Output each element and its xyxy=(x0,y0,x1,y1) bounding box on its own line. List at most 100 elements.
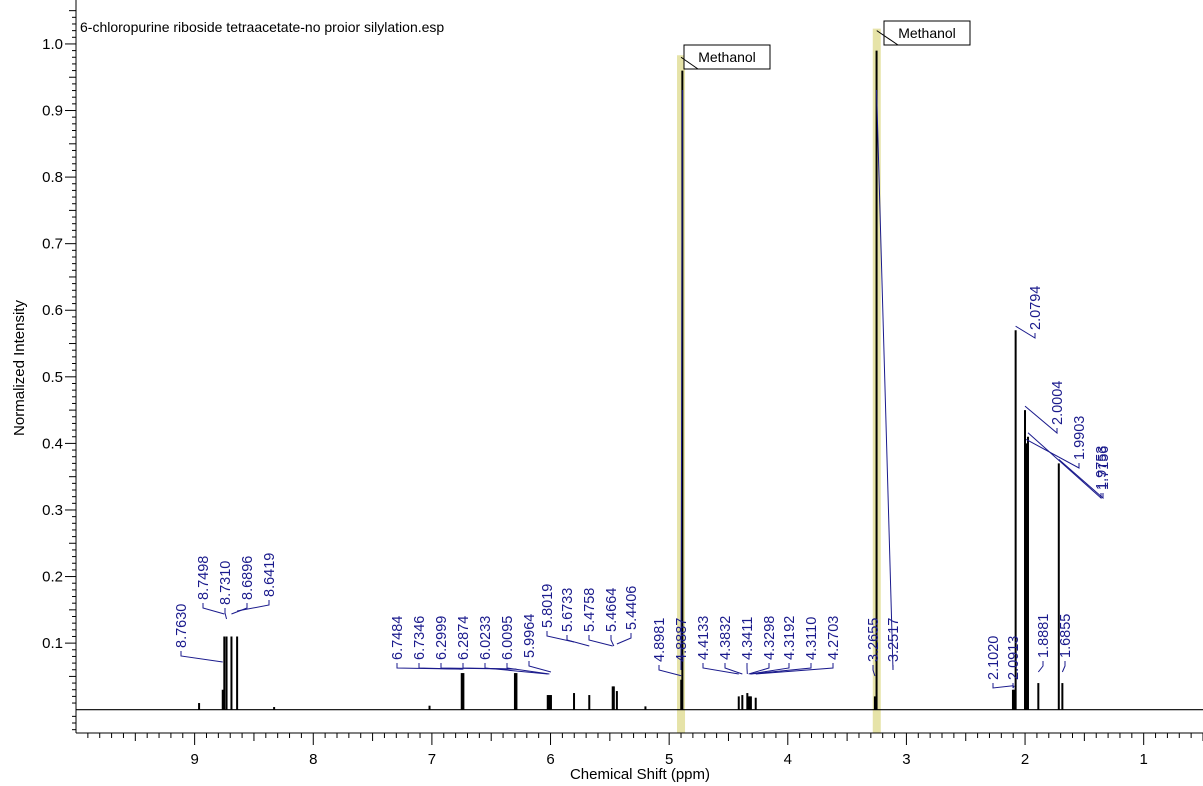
y-tick-label: 0.9 xyxy=(42,103,63,120)
peak-label: 1.7156 xyxy=(1096,446,1112,490)
x-tick-label: 4 xyxy=(784,751,792,768)
peak-label: 6.0095 xyxy=(500,616,516,660)
peak-label-leader xyxy=(658,665,682,677)
y-tick-label: 0.8 xyxy=(42,169,63,186)
peak-label: 3.2655 xyxy=(866,618,882,662)
peak-label: 8.7498 xyxy=(196,556,212,600)
solvent-label-leader xyxy=(680,56,699,70)
peak-label: 3.2517 xyxy=(886,618,902,662)
peak-label: 4.3298 xyxy=(762,616,778,660)
peak-label-leader xyxy=(755,663,834,675)
peak-label-leader xyxy=(1027,432,1102,500)
peak-label: 4.3110 xyxy=(804,617,820,660)
peak-label-leader xyxy=(750,663,812,675)
x-tick-label: 7 xyxy=(428,751,436,768)
peak-label-leader xyxy=(1037,661,1044,673)
peak-label: 8.6419 xyxy=(262,553,278,597)
peak-label-leader xyxy=(1058,458,1104,500)
solvent-annotations: Methanol Methanol xyxy=(680,20,971,70)
x-tick-label: 9 xyxy=(190,751,198,768)
peak-label: 5.6733 xyxy=(560,588,576,632)
x-tick-label: 2 xyxy=(1021,751,1029,768)
y-tick-label: 0.3 xyxy=(42,502,63,519)
peak-label: 4.8981 xyxy=(652,618,668,662)
y-tick-label: 1.0 xyxy=(42,36,63,53)
peak-label-leader xyxy=(237,600,270,612)
peak-label: 8.7310 xyxy=(218,561,234,605)
y-tick-label: 0.2 xyxy=(42,569,63,586)
peak-label-leader xyxy=(231,603,248,615)
peak-label: 4.8887 xyxy=(674,618,690,662)
peak-labels: 8.7630 8.7498 8.7310 8.6896 8.6419 6.7484 6.73… xyxy=(174,286,1112,680)
peak-label-leader xyxy=(702,663,739,675)
peak-label-leader xyxy=(528,661,552,673)
peak-label: 5.4406 xyxy=(624,586,640,630)
peak-label-leader xyxy=(1024,405,1058,435)
peak-label: 4.3411 xyxy=(740,617,756,660)
x-tick-label: 1 xyxy=(1140,751,1148,768)
peak-label-leader xyxy=(749,663,790,675)
y-tick-label: 0.1 xyxy=(42,635,63,652)
x-tick-label: 5 xyxy=(665,751,673,768)
peak-label: 5.9964 xyxy=(522,614,538,658)
peak-label: 1.8881 xyxy=(1036,614,1052,658)
chart-title: 6-chloropurine riboside tetraacetate-no … xyxy=(80,19,445,35)
peak-label-leader xyxy=(506,663,550,675)
peak-label-leader xyxy=(1025,438,1080,469)
peak-label: 8.6896 xyxy=(240,556,256,600)
peak-label-leader xyxy=(566,635,590,647)
peak-label: 6.2999 xyxy=(434,616,450,660)
peak-label-leader xyxy=(418,663,464,670)
solvent-label: Methanol xyxy=(698,49,756,65)
y-tick-label: 0.6 xyxy=(42,302,63,319)
peak-label: 4.3192 xyxy=(782,616,798,660)
solvent-label-leader xyxy=(876,30,899,46)
y-tick-label: 0.5 xyxy=(42,369,63,386)
peak-label: 4.2703 xyxy=(826,616,842,660)
peak-label: 2.0004 xyxy=(1050,381,1066,425)
solvent-label: Methanol xyxy=(898,25,956,41)
peak-label-leader xyxy=(1015,325,1036,339)
peak-label-leader xyxy=(546,631,575,643)
peak-label: 1.9903 xyxy=(1072,416,1088,460)
peak-label-leader xyxy=(610,635,615,647)
y-tick-label: 0.7 xyxy=(42,236,63,253)
peak-label: 6.7484 xyxy=(390,616,406,660)
peak-label-leader xyxy=(616,633,632,645)
peak-label: 2.0913 xyxy=(1006,636,1022,680)
peak-label: 1.9753 xyxy=(1094,446,1110,490)
peak-label: 6.2874 xyxy=(456,616,472,660)
peak-label-leader xyxy=(724,663,743,675)
peak-label-leader xyxy=(484,663,548,675)
x-tick-label: 3 xyxy=(902,751,910,768)
peak-label: 6.0233 xyxy=(478,616,494,660)
peak-label-leader xyxy=(1012,683,1015,689)
spectrum-trace xyxy=(76,50,1203,711)
peak-label: 4.3832 xyxy=(718,616,734,660)
peak-label: 2.0794 xyxy=(1028,286,1044,330)
peak-label: 1.6855 xyxy=(1058,614,1074,658)
peak-label-leader xyxy=(872,665,876,677)
x-tick-label: 6 xyxy=(546,751,554,768)
y-axis-title: Normalized Intensity xyxy=(11,300,28,436)
peak-label-leader xyxy=(588,635,613,647)
peak-label: 5.4758 xyxy=(582,588,598,632)
peak-label-leader xyxy=(1061,661,1066,673)
solvent-label-box xyxy=(883,20,971,46)
peak-label-leader xyxy=(224,608,228,620)
peak-label-leader xyxy=(992,683,1014,689)
peak-label: 5.4664 xyxy=(604,588,620,632)
peak-label-leader xyxy=(748,663,770,675)
peak-label-leader xyxy=(462,663,517,670)
peak-label: 8.7630 xyxy=(174,604,190,648)
solvent-label-box xyxy=(683,44,771,70)
peak-label: 6.7346 xyxy=(412,616,428,660)
solvent-band xyxy=(677,55,686,734)
peak-label: 2.1020 xyxy=(986,636,1002,680)
x-axis-title: Chemical Shift (ppm) xyxy=(570,766,710,783)
axes: 0.1 0.2 0.3 0.4 0.5 0.6 0.7 0.8 0.9 1.0 9 8 7 6 5 4 3 2 1 xyxy=(42,0,1203,768)
x-tick-label: 8 xyxy=(309,751,317,768)
peak-label-leader xyxy=(180,651,223,663)
peak-label: 5.8019 xyxy=(540,584,556,628)
